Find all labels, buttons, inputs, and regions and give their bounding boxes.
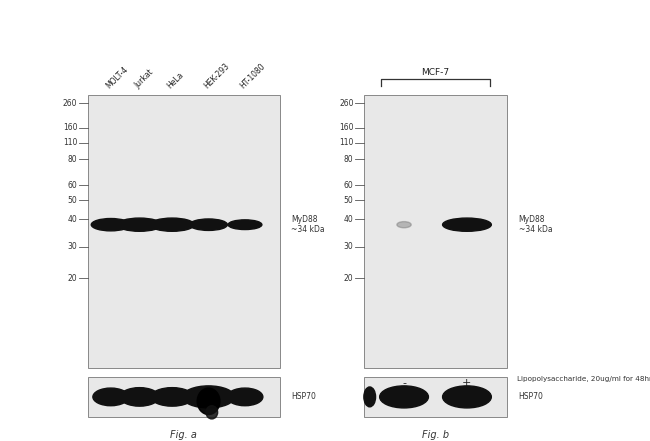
- FancyBboxPatch shape: [88, 95, 280, 368]
- FancyBboxPatch shape: [364, 377, 507, 417]
- Ellipse shape: [118, 218, 162, 231]
- Text: -: -: [402, 378, 406, 388]
- Text: +: +: [462, 378, 472, 388]
- Text: 60: 60: [344, 180, 354, 190]
- FancyBboxPatch shape: [88, 377, 280, 417]
- Text: MyD88
~34 kDa: MyD88 ~34 kDa: [291, 215, 325, 234]
- Text: HeLa: HeLa: [166, 71, 186, 90]
- Text: 60: 60: [68, 180, 77, 190]
- Text: HSP70: HSP70: [519, 392, 543, 401]
- FancyBboxPatch shape: [364, 95, 507, 368]
- Text: Fig. a: Fig. a: [170, 430, 197, 440]
- Ellipse shape: [380, 386, 428, 408]
- Ellipse shape: [91, 218, 130, 231]
- Ellipse shape: [364, 387, 376, 407]
- Ellipse shape: [227, 388, 263, 406]
- Text: 30: 30: [344, 242, 354, 251]
- Text: MOLT-4: MOLT-4: [105, 65, 130, 90]
- Ellipse shape: [120, 388, 159, 406]
- Text: MCF-7: MCF-7: [421, 68, 450, 77]
- Ellipse shape: [183, 386, 235, 408]
- Ellipse shape: [150, 218, 194, 231]
- Text: HT-1080: HT-1080: [239, 62, 267, 90]
- Ellipse shape: [197, 388, 220, 415]
- Text: 110: 110: [339, 138, 354, 147]
- Ellipse shape: [228, 220, 262, 229]
- Text: Jurkat: Jurkat: [133, 68, 155, 90]
- Text: Lipopolysaccharide, 20ug/ml for 48hr: Lipopolysaccharide, 20ug/ml for 48hr: [517, 376, 650, 382]
- Text: 50: 50: [68, 195, 77, 205]
- Ellipse shape: [443, 386, 491, 408]
- Ellipse shape: [206, 406, 218, 419]
- Text: 260: 260: [339, 98, 354, 108]
- Text: 50: 50: [344, 195, 354, 205]
- Ellipse shape: [443, 218, 491, 231]
- Ellipse shape: [397, 221, 411, 228]
- Ellipse shape: [93, 388, 129, 406]
- Text: HEK-293: HEK-293: [202, 61, 231, 90]
- Text: 110: 110: [63, 138, 77, 147]
- Text: 40: 40: [68, 215, 77, 224]
- Text: 40: 40: [344, 215, 354, 224]
- Text: 20: 20: [344, 273, 354, 283]
- Text: 160: 160: [63, 123, 77, 132]
- Text: MyD88
~34 kDa: MyD88 ~34 kDa: [519, 215, 552, 234]
- Ellipse shape: [151, 388, 193, 406]
- Text: 80: 80: [344, 154, 354, 164]
- Text: 260: 260: [63, 98, 77, 108]
- Text: 20: 20: [68, 273, 77, 283]
- Text: HSP70: HSP70: [291, 392, 316, 401]
- Text: 30: 30: [68, 242, 77, 251]
- Text: 160: 160: [339, 123, 354, 132]
- Text: 80: 80: [68, 154, 77, 164]
- Ellipse shape: [190, 219, 227, 230]
- Text: Fig. b: Fig. b: [422, 430, 449, 440]
